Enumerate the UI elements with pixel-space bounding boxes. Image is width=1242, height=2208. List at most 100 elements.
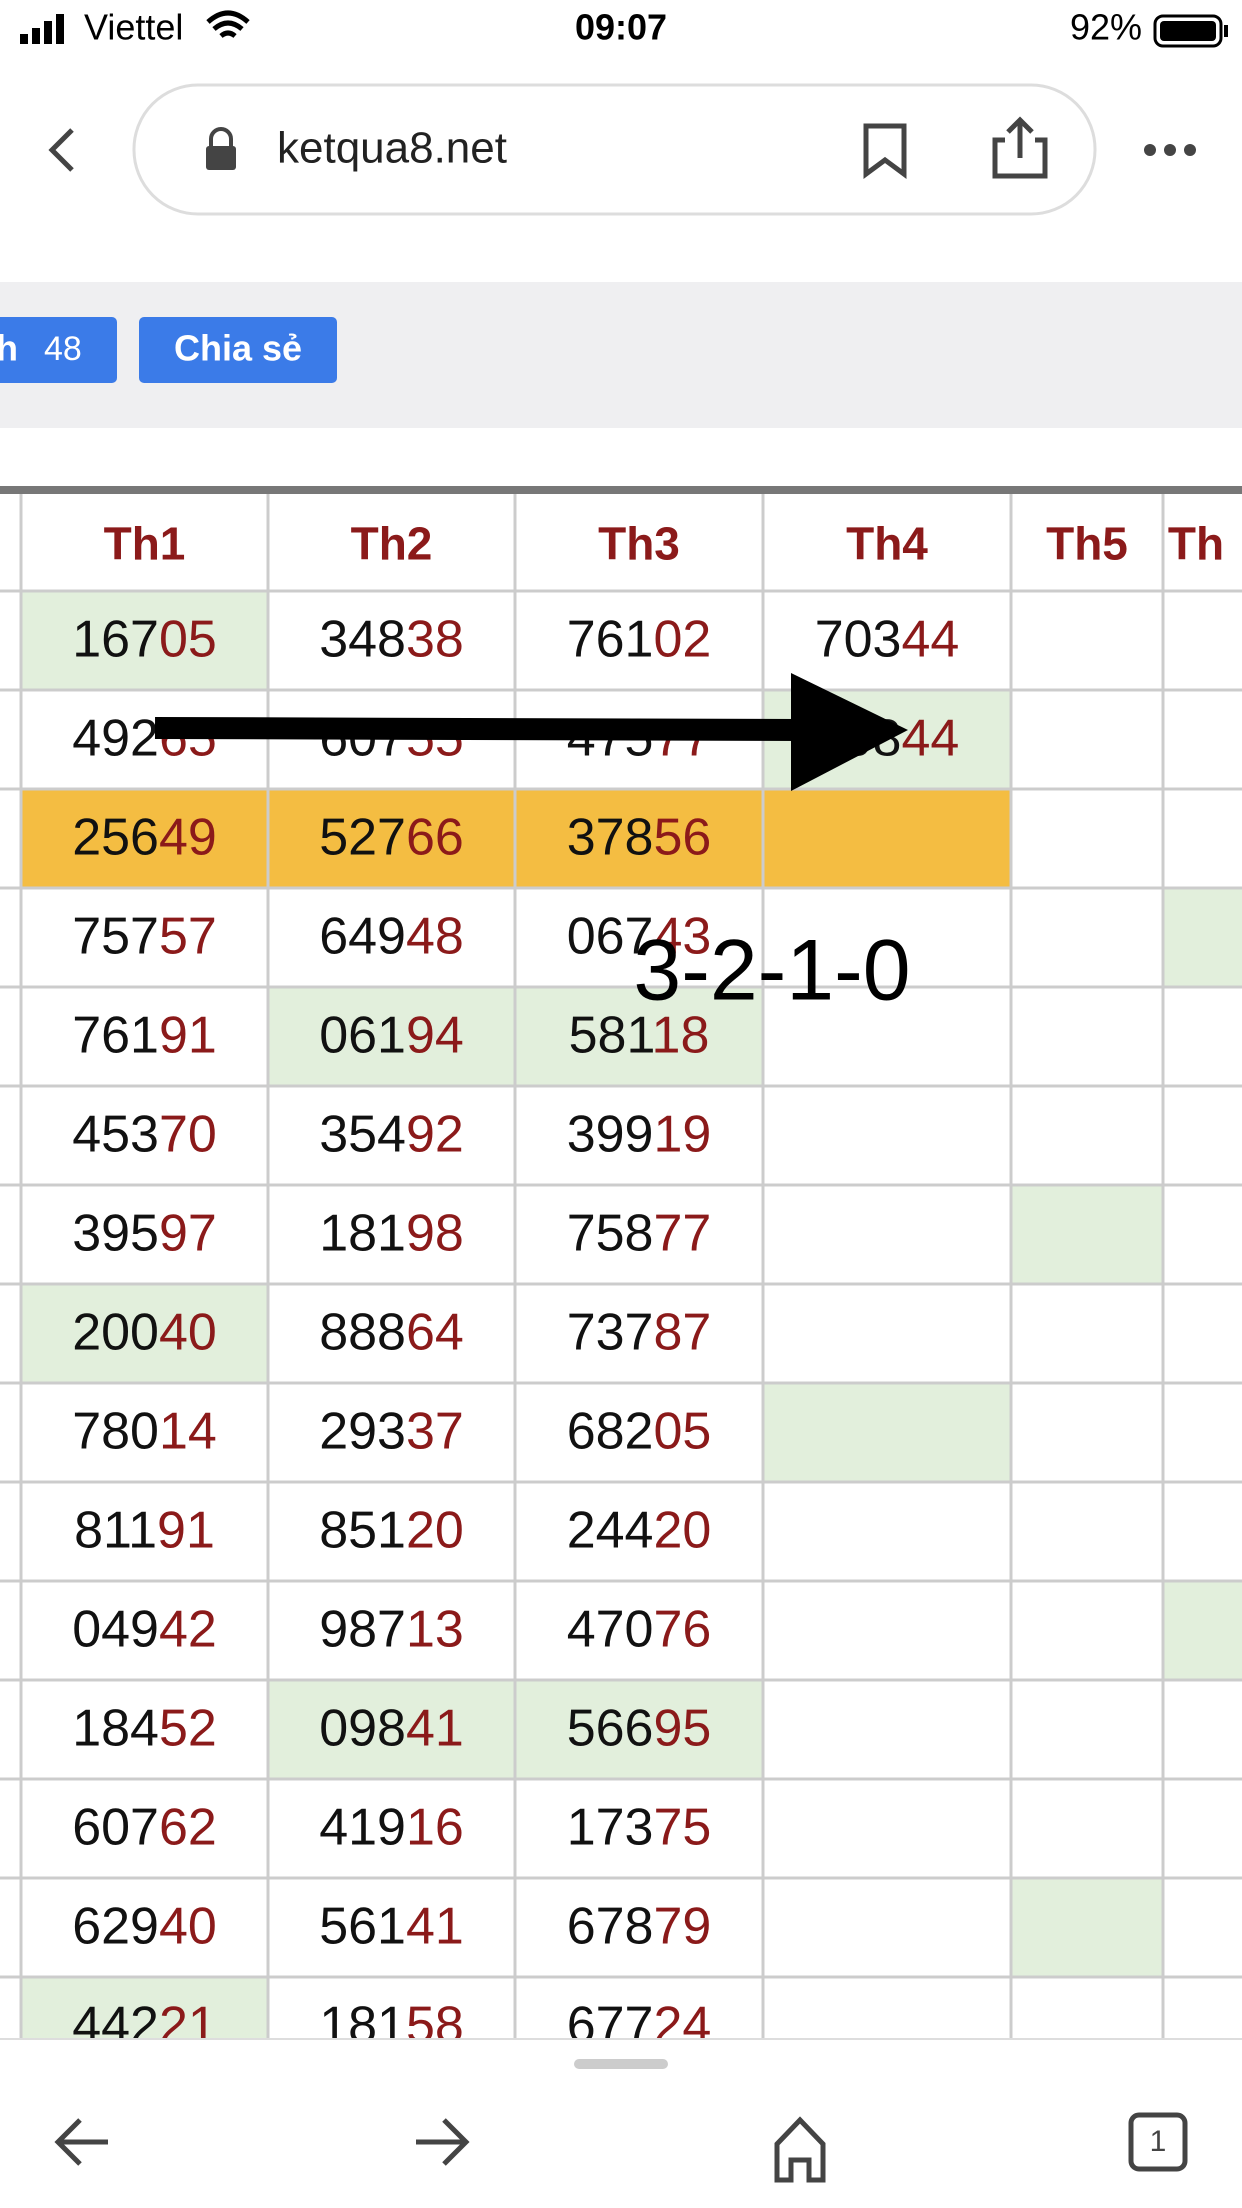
- column-header: Th: [1168, 518, 1224, 570]
- number-tail: 05: [653, 1402, 711, 1460]
- cell-value: 78014: [72, 1402, 217, 1460]
- number-tail: 75: [653, 1798, 711, 1856]
- nav-back[interactable]: [54, 2118, 108, 2166]
- cell-value: 24420: [567, 1501, 712, 1559]
- number-tail: 40: [159, 1303, 217, 1361]
- number-head: 677: [567, 1996, 654, 2054]
- number-head: 098: [319, 1699, 406, 1757]
- cell-highlight: [1011, 1185, 1163, 1284]
- cell-value: 76102: [567, 610, 712, 668]
- number-head: 442: [72, 1996, 159, 2054]
- arrow-shaft: [154, 717, 801, 741]
- number-tail: 38: [406, 610, 464, 668]
- cell-highlight: [268, 987, 515, 1086]
- number-tail: 43: [653, 907, 711, 965]
- back-button[interactable]: [48, 128, 74, 172]
- cell-value: 52766: [319, 808, 464, 866]
- lock-icon: [206, 127, 236, 170]
- number-tail: 44: [901, 709, 959, 767]
- number-head: 173: [567, 1798, 654, 1856]
- number-head: 566: [567, 1699, 654, 1757]
- cell-value: 98713: [319, 1600, 464, 1658]
- bookmark-button[interactable]: [863, 123, 907, 179]
- cell-value: 09841: [319, 1699, 464, 1757]
- button[interactable]: [0, 317, 117, 383]
- number-tail: 76: [653, 1600, 711, 1658]
- annotation: 3-2-1-0: [633, 923, 910, 1019]
- cell-value: 04942: [72, 1600, 217, 1658]
- url: ketqua8.net: [277, 124, 507, 173]
- number-head: 682: [567, 1402, 654, 1460]
- nav-home[interactable]: [774, 2116, 826, 2183]
- cell-highlight: [1011, 1878, 1163, 1977]
- column-header: Th2: [351, 518, 433, 570]
- nav-forward[interactable]: [416, 2118, 470, 2166]
- cell-highlight: [21, 1284, 268, 1383]
- number-tail: 98: [406, 1204, 464, 1262]
- number-tail: 62: [159, 1798, 217, 1856]
- share-button[interactable]: [992, 116, 1048, 179]
- cell-highlight: [515, 789, 763, 888]
- number-head: 293: [319, 1402, 406, 1460]
- number-tail: 48: [406, 907, 464, 965]
- number-head: 181: [319, 1204, 406, 1262]
- cell-value: 75757: [72, 907, 217, 965]
- more-button[interactable]: [1144, 144, 1196, 156]
- cell-highlight: [763, 1383, 1011, 1482]
- number-head: 354: [319, 1105, 406, 1163]
- tab-count: 1: [1150, 2125, 1167, 2158]
- number-tail: 66: [406, 808, 464, 866]
- number-head: 395: [72, 1204, 159, 1262]
- column-header: Th4: [846, 518, 928, 570]
- number-tail: 49: [159, 808, 217, 866]
- tabs-button[interactable]: [1128, 2112, 1188, 2172]
- number-head: 629: [72, 1897, 159, 1955]
- cell-highlight: [763, 789, 1011, 888]
- button-label: Chia sẻ: [174, 328, 302, 369]
- cell-value: 88864: [319, 1303, 464, 1361]
- cell-highlight: [21, 591, 268, 690]
- cell-value: 37856: [567, 808, 712, 866]
- arrow-head: [791, 673, 908, 791]
- number-tail: 70: [159, 1105, 217, 1163]
- cell-value: 58118: [569, 1006, 710, 1064]
- number-tail: 37: [406, 1402, 464, 1460]
- number-tail: 13: [406, 1600, 464, 1658]
- number-tail: 57: [159, 907, 217, 965]
- number-tail: 20: [653, 1501, 711, 1559]
- column-header: Th1: [104, 518, 186, 570]
- number-tail: 41: [406, 1699, 464, 1757]
- battery-level: 92%: [1070, 7, 1142, 48]
- cell-highlight: [515, 987, 763, 1086]
- number-head: 737: [567, 1303, 654, 1361]
- address-bar[interactable]: [132, 83, 1097, 216]
- number-head: 561: [319, 1897, 406, 1955]
- cell-value: 76191: [72, 1006, 217, 1064]
- cell-value: 45370: [72, 1105, 217, 1163]
- cell-value: 67879: [567, 1897, 712, 1955]
- number-head: 757: [72, 907, 159, 965]
- cell-value: 17375: [567, 1798, 712, 1856]
- cell-value: 85120: [319, 1501, 464, 1559]
- cell-value: 39597: [72, 1204, 217, 1262]
- cell-value: 67724: [567, 1996, 712, 2054]
- battery-icon: [1153, 14, 1228, 48]
- number-head: 470: [567, 1600, 654, 1658]
- number-tail: 24: [653, 1996, 711, 2054]
- button[interactable]: [139, 317, 337, 383]
- cell-highlight: [268, 789, 515, 888]
- cell-highlight: [1163, 888, 1242, 987]
- cell-value: 64948: [319, 907, 464, 965]
- column-header: Th3: [598, 518, 680, 570]
- column-header: Th5: [1046, 518, 1128, 570]
- number-head: 399: [567, 1105, 654, 1163]
- cell-value: 39919: [567, 1105, 712, 1163]
- cell-value: 81191: [74, 1501, 215, 1559]
- cell-value: 56141: [319, 1897, 464, 1955]
- number-tail: 97: [159, 1204, 217, 1262]
- number-head: 181: [319, 1996, 406, 2054]
- number-head: 256: [72, 808, 159, 866]
- cell-value: 29337: [319, 1402, 464, 1460]
- cell-value: 16705: [72, 610, 217, 668]
